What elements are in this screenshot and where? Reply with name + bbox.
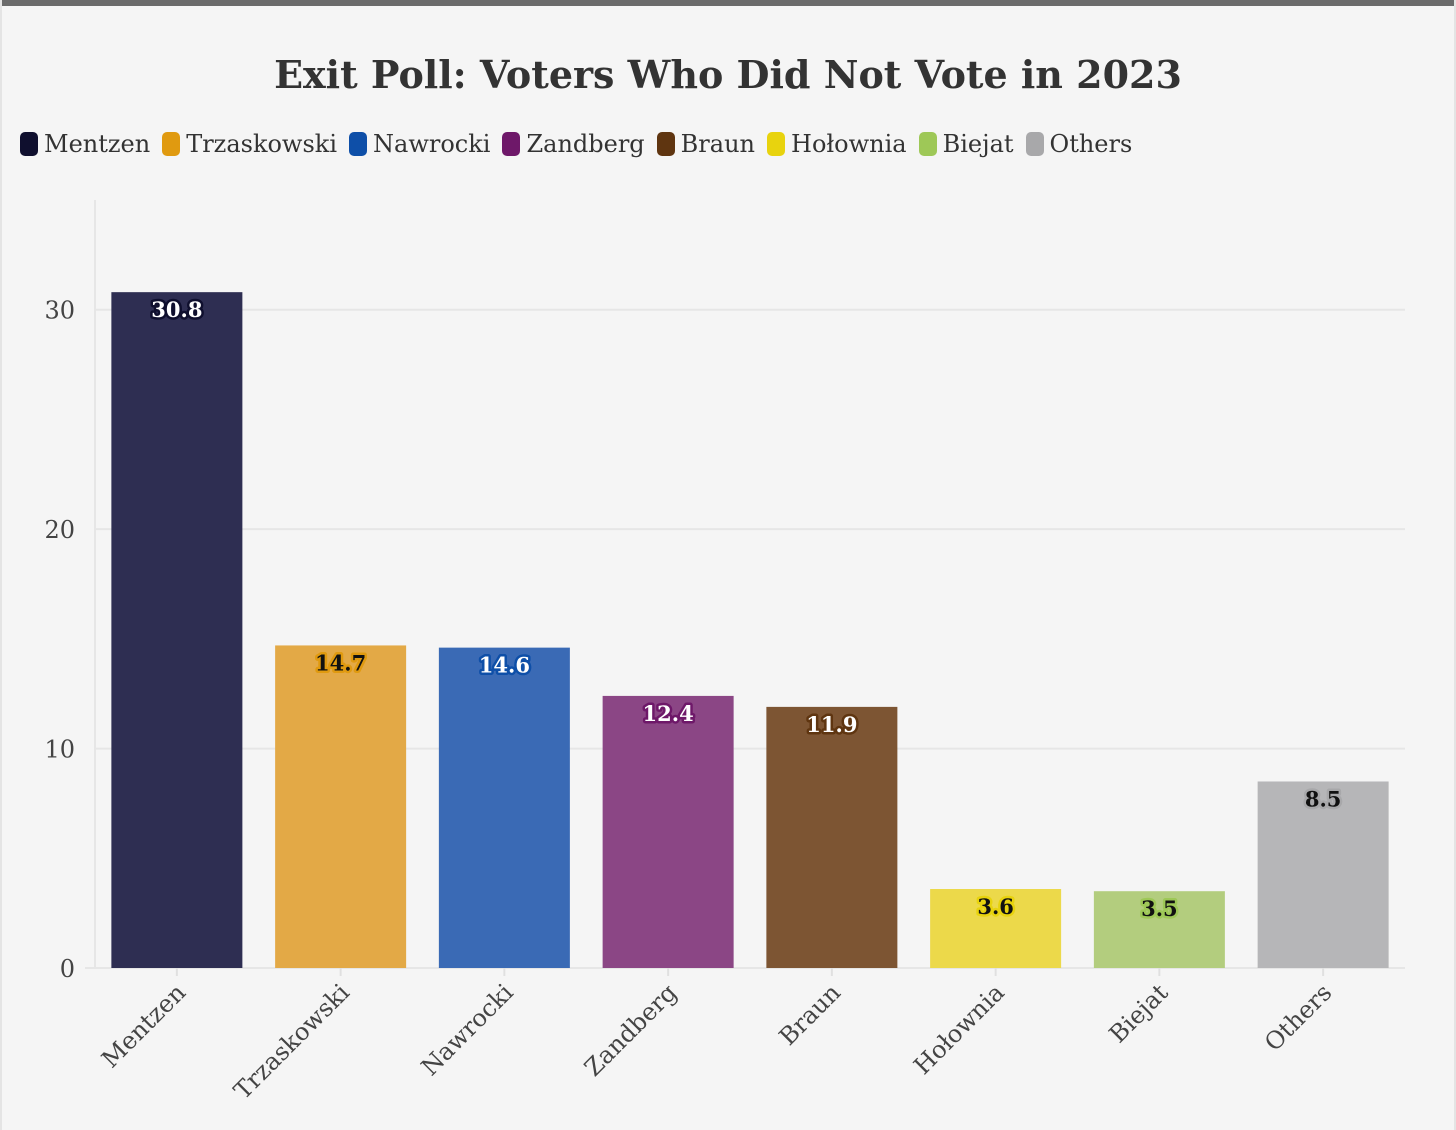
legend-swatch bbox=[1025, 132, 1044, 156]
legend-swatch bbox=[767, 132, 786, 156]
legend-item-mentzen[interactable]: Mentzen bbox=[20, 130, 150, 158]
legend-swatch bbox=[20, 132, 38, 156]
legend-item-holownia[interactable]: Hołownia bbox=[767, 130, 907, 158]
y-tick-label: 0 bbox=[60, 955, 75, 983]
data-label: 3.5 bbox=[1141, 896, 1178, 921]
legend-swatch bbox=[656, 132, 675, 156]
legend-item-trzaskowski[interactable]: Trzaskowski bbox=[162, 130, 337, 158]
bar bbox=[602, 695, 734, 968]
x-tick-label: Mentzen bbox=[96, 978, 191, 1073]
legend-label: Others bbox=[1049, 130, 1133, 158]
legend-label: Nawrocki bbox=[373, 130, 491, 158]
y-tick-label: 20 bbox=[44, 516, 75, 544]
x-tick-label: Hołownia bbox=[908, 978, 1010, 1080]
bar bbox=[1257, 781, 1389, 968]
legend-item-nawrocki[interactable]: Nawrocki bbox=[349, 130, 490, 158]
data-label: 14.6 bbox=[479, 653, 530, 678]
frame-left-border bbox=[0, 0, 2, 1130]
x-tick-label: Braun bbox=[774, 978, 846, 1050]
x-tick-label: Others bbox=[1259, 978, 1337, 1056]
data-label: 14.7 bbox=[315, 650, 366, 675]
frame-right-border bbox=[1454, 0, 1456, 1130]
chart-title: Exit Poll: Voters Who Did Not Vote in 20… bbox=[274, 52, 1182, 97]
legend-swatch bbox=[349, 132, 368, 156]
legend-item-others[interactable]: Others bbox=[1025, 130, 1133, 158]
x-tick-label: Biejat bbox=[1104, 978, 1174, 1048]
data-label: 30.8 bbox=[151, 297, 202, 322]
bar bbox=[111, 292, 243, 968]
bar bbox=[1093, 891, 1225, 968]
bar bbox=[930, 889, 1062, 968]
y-tick-label: 10 bbox=[44, 736, 75, 764]
x-tick-label: Zandberg bbox=[579, 978, 682, 1081]
legend-label: Zandberg bbox=[526, 130, 645, 158]
legend-item-zandberg[interactable]: Zandberg bbox=[502, 130, 645, 158]
legend-label: Braun bbox=[680, 130, 756, 158]
data-label: 11.9 bbox=[806, 712, 857, 737]
legend-label: Hołownia bbox=[791, 130, 907, 158]
x-tick-label: Nawrocki bbox=[416, 978, 519, 1081]
bar bbox=[275, 645, 407, 968]
top-rule bbox=[0, 0, 1456, 6]
legend-swatch bbox=[502, 132, 521, 156]
legend-swatch bbox=[162, 132, 181, 156]
bar bbox=[766, 706, 898, 968]
data-label: 12.4 bbox=[643, 701, 694, 726]
legend-label: Mentzen bbox=[44, 130, 151, 158]
x-tick-label: Trzaskowski bbox=[228, 978, 355, 1105]
data-label: 3.6 bbox=[977, 894, 1014, 919]
legend-swatch bbox=[918, 132, 937, 156]
bar bbox=[438, 647, 570, 968]
legend-item-braun[interactable]: Braun bbox=[656, 130, 756, 158]
y-tick-label: 30 bbox=[44, 297, 75, 325]
legend: Mentzen Trzaskowski Nawrocki Zandberg Br… bbox=[20, 126, 1144, 162]
legend-label: Biejat bbox=[942, 130, 1014, 158]
data-label: 8.5 bbox=[1305, 786, 1342, 811]
legend-item-biejat[interactable]: Biejat bbox=[918, 130, 1014, 158]
legend-label: Trzaskowski bbox=[186, 130, 338, 158]
